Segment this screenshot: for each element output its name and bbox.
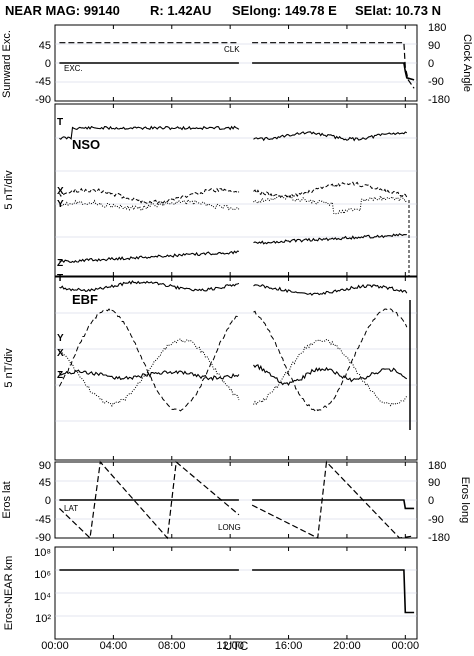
p4-right-tick-minus90: -90 (428, 514, 444, 526)
header-selat: SElat: 10.73 N (355, 3, 441, 18)
distance-series-line (59, 569, 415, 614)
p1-right-tick-90: 90 (428, 40, 440, 52)
ebf-axis-label: 5 nT/div (3, 348, 15, 388)
p4-left-tick-45: 45 (39, 477, 51, 489)
panel-frame (54, 103, 418, 277)
eros-lat-axis-label: Eros lat (1, 481, 13, 518)
nso-panel-label: NSO (72, 137, 100, 152)
long-series-line (58, 460, 415, 540)
nso-x-line (58, 181, 408, 205)
exc-series-line (59, 62, 415, 81)
lat-series-label: LAT (64, 504, 78, 513)
p1-left-tick-minus90: -90 (35, 94, 51, 106)
header-title: NEAR MAG: 99140 (5, 3, 120, 18)
p1-left-tick-0: 0 (45, 58, 51, 70)
ebf-marker-y: Y (57, 333, 64, 344)
panel-eros-near-distance: Eros-NEAR km 10⁸ 10⁶ 10⁴ 10² UTC 00:00 04… (3, 25, 419, 653)
clk-series-label: CLK (224, 45, 240, 54)
x-tick-label: 08:00 (158, 640, 186, 652)
x-tick-label: 16:00 (275, 640, 303, 652)
eros-near-axis-label: Eros-NEAR km (3, 556, 15, 631)
p1-right-tick-minus90: -90 (428, 76, 444, 88)
panel-sunward-exc: Sunward Exc. Clock Angle 45 0 -45 -90 18… (1, 22, 473, 106)
nso-total-line (59, 125, 408, 142)
nso-marker-z: Z (57, 258, 63, 269)
x-tick-label: 04:00 (100, 640, 128, 652)
x-tick-label: 12:00 (216, 640, 244, 652)
nso-marker-t: T (57, 117, 63, 128)
p1-right-tick-minus180: -180 (428, 94, 450, 106)
p5-tick-1e2: 10² (35, 613, 51, 625)
sunward-exc-axis-label: Sunward Exc. (1, 30, 13, 98)
ebf-y-line (58, 308, 408, 412)
panel-ebf: 5 nT/div EBF T Y X Z (3, 273, 418, 461)
p1-left-tick-minus45: -45 (35, 76, 51, 88)
ebf-marker-x: X (57, 348, 64, 359)
nso-y-line (59, 194, 408, 215)
long-series-label: LONG (218, 523, 241, 532)
nso-z-line (59, 233, 407, 264)
ebf-marker-t: T (57, 273, 63, 284)
panel-frame (54, 276, 418, 461)
ebf-z-line (58, 364, 408, 386)
p4-right-tick-minus180: -180 (428, 532, 450, 544)
p4-left-tick-0: 0 (45, 495, 51, 507)
ebf-panel-label: EBF (72, 292, 98, 307)
ebf-marker-z: Z (57, 370, 63, 381)
clk-series-line (59, 42, 415, 89)
clock-angle-axis-label: Clock Angle (461, 34, 473, 92)
p4-right-tick-180: 180 (428, 460, 446, 472)
header-range: R: 1.42AU (150, 3, 211, 18)
eros-long-axis-label: Eros long (459, 477, 471, 523)
p4-left-tick-90: 90 (39, 460, 51, 472)
p4-left-tick-minus45: -45 (35, 514, 51, 526)
nso-marker-x: X (57, 186, 64, 197)
header-selong: SElong: 149.78 E (232, 3, 337, 18)
panel-nso: 5 nT/div NSO T X Y Z (3, 103, 418, 277)
p5-tick-1e8: 10⁸ (34, 547, 51, 559)
x-tick-label: 00:00 (41, 640, 69, 652)
p4-right-tick-90: 90 (428, 477, 440, 489)
x-tick-label: 20:00 (333, 640, 361, 652)
p1-left-tick-45: 45 (39, 40, 51, 52)
nso-axis-label: 5 nT/div (3, 170, 15, 210)
p5-tick-1e6: 10⁶ (34, 569, 51, 581)
x-axis-label: UTC (224, 639, 249, 653)
panel-eros-lat-long: Eros lat Eros long 90 45 0 -45 -90 180 9… (1, 460, 471, 544)
p4-right-tick-0: 0 (428, 495, 434, 507)
p1-right-tick-0: 0 (428, 58, 434, 70)
ebf-total-line (59, 280, 408, 296)
p4-left-tick-minus90: -90 (35, 532, 51, 544)
p5-tick-1e4: 10⁴ (34, 591, 51, 603)
x-tick-label: 00:00 (392, 640, 420, 652)
nso-marker-y: Y (57, 199, 64, 210)
lat-series-line (59, 499, 415, 510)
p1-right-tick-180: 180 (428, 22, 446, 34)
exc-series-label: EXC. (64, 64, 83, 73)
